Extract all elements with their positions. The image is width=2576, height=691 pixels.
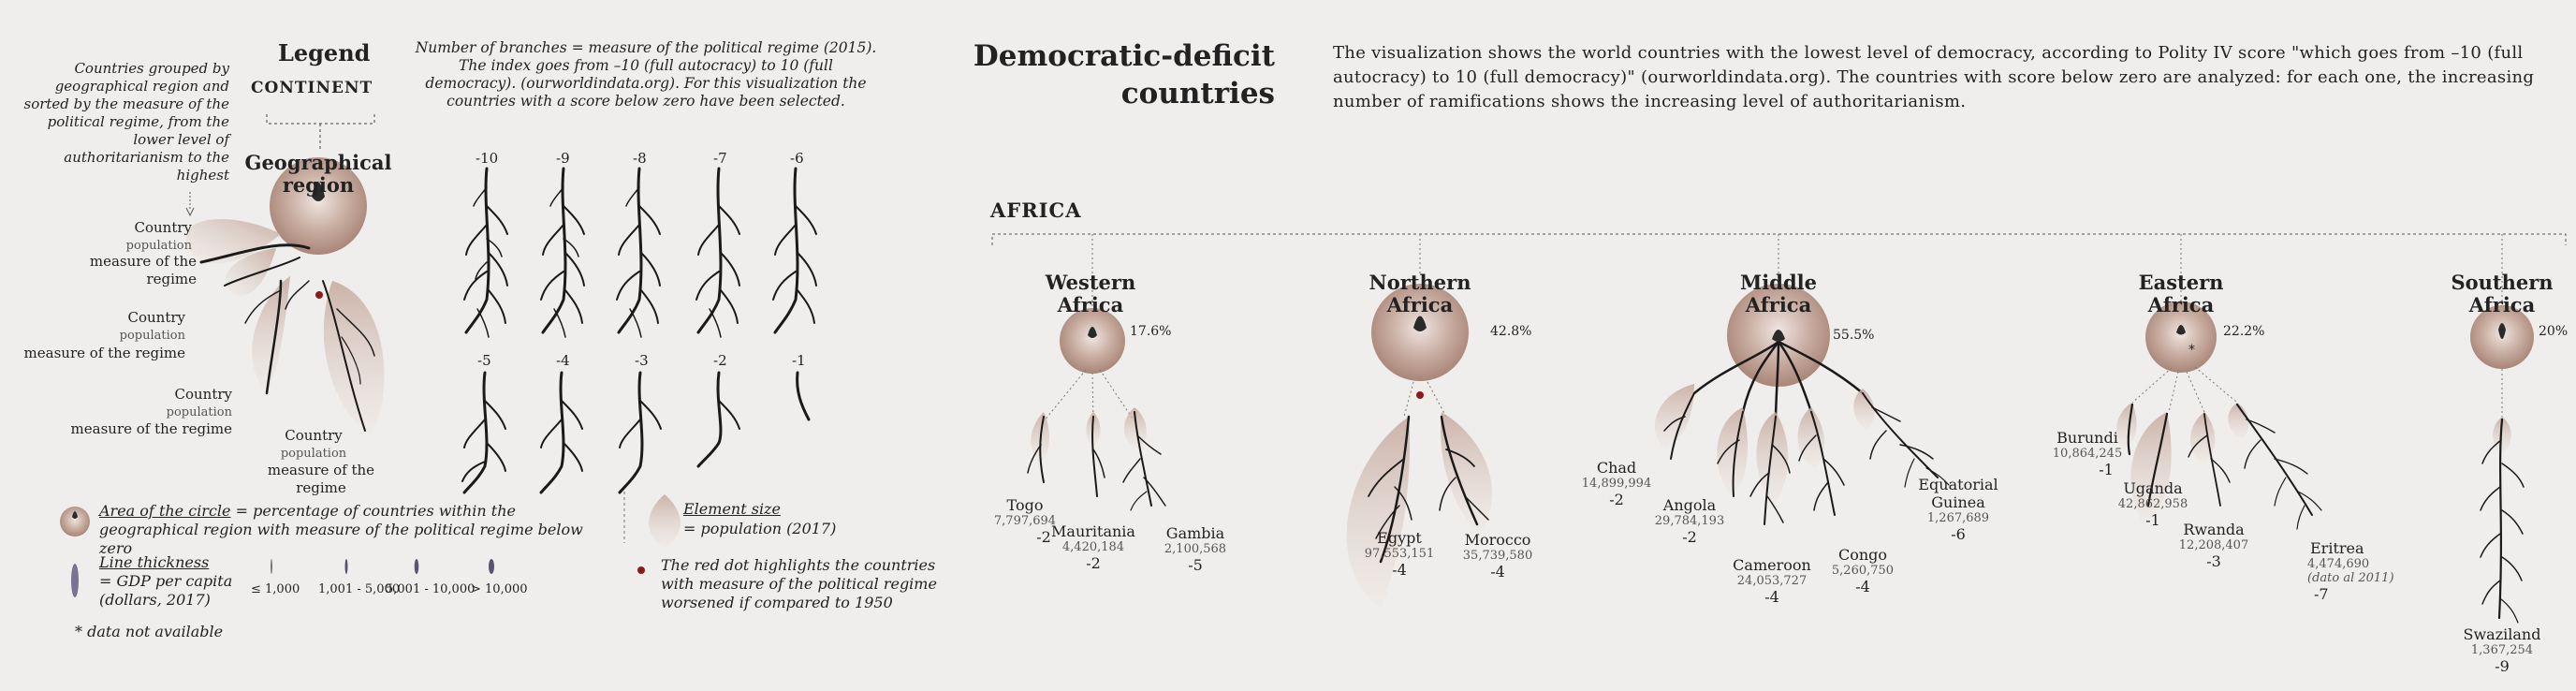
branch-value: -5 [477,352,491,369]
country-rwanda: Rwanda 12,208,407 -3 [2178,521,2249,570]
branch-value: -6 [790,150,804,167]
branch-value: -7 [713,150,727,167]
country-gambia: Gambia 2,100,568 -5 [1164,524,1227,574]
svg-text:*: * [2188,343,2195,358]
legend-grouping-note: Countries grouped by geographical region… [23,60,230,184]
region-southern-africa [2470,234,2534,624]
gdp-bin-label: ≤ 1,000 [251,582,300,596]
legend-continent-bracket [266,114,375,125]
region-title-southern: Southern Africa [2451,271,2554,316]
region-pct-middle: 55.5% [1833,328,1875,343]
gdp-bin-label: 5,001 - 10,000 [386,582,476,596]
country-swaziland: Swaziland 1,367,254 -9 [2463,625,2541,675]
legend-measure-1: measure of the regime [89,253,197,287]
legend-continent-label: CONTINENT [251,79,373,97]
country-cameroon: Cameroon 24,053,727 -4 [1733,556,1811,606]
region-pct-eastern: 22.2% [2223,324,2265,339]
country-burundi: Burundi 10,864,245 -1 [2052,429,2123,478]
legend-na-note: * data not available [75,623,224,640]
legend-element-size-text: Element size = population (2017) [683,500,837,537]
legend-measure-4: measure of the regime [267,462,375,496]
legend-leaf-1 [185,218,281,264]
legend-country-1: Country population [125,219,192,253]
legend-region-circle [270,157,367,255]
branch-value: -10 [476,150,499,167]
region-pct-northern: 42.8% [1490,324,1532,339]
gdp-bin-label: 1,001 - 5,000 [318,582,401,596]
legend-measure-2: measure of the regime [23,345,185,361]
gdp-bin-icon-3 [414,559,419,574]
branch-value: -3 [635,352,649,369]
branch-value: -2 [713,352,727,369]
page-title: Democratic-deficit countries [973,39,1275,110]
legend-branch-samples [461,167,817,494]
country-egypt: Egypt 97,553,151 -4 [1364,529,1435,579]
country-togo: Togo 7,797,694 -2 [993,496,1057,546]
country-equatorial-guinea: Equatorial Guinea 1,267,689 -6 [1918,476,1998,543]
legend-title: Legend [278,39,371,66]
region-title-middle: Middle Africa [1740,271,1817,316]
region-pct-western: 17.6% [1130,324,1172,339]
legend-branches-note: Number of branches = measure of the poli… [415,39,877,110]
branch-value: -8 [633,150,647,167]
country-chad: Chad 14,899,994 -2 [1581,459,1652,508]
legend-line-thickness-text: Line thickness = GDP per capita (dollars… [99,553,233,609]
legend-leaf-3 [252,276,290,393]
branch-value: -4 [556,352,570,369]
legend-red-dot-text: The red dot highlights the countries wit… [661,556,937,611]
legend-red-dot [315,291,323,299]
region-middle-africa [1654,234,1950,525]
region-title-western: Western Africa [1045,271,1136,316]
legend-country-3: Country population [166,386,232,419]
legend-region-label: Geographical region [244,151,392,197]
legend-circle-area-text: Area of the circle = percentage of count… [99,502,583,557]
region-northern-africa [1346,234,1493,609]
legend-measure-3: measure of the regime [70,420,232,437]
country-morocco: Morocco 35,739,580 -4 [1462,531,1533,581]
country-angola: Angola 29,784,193 -2 [1654,496,1725,546]
legend-leaf-2 [225,248,276,296]
gdp-bin-icon-4 [489,559,494,574]
legend-element-size-icon [649,494,681,548]
country-eritrea: Eritrea 4,474,690 (dato al 2011) -7 [2307,539,2394,603]
continent-label: AFRICA [990,198,1082,222]
legend-country-4: Country population [280,427,347,461]
branch-value: -9 [556,150,570,167]
country-mauritania: Mauritania 4,420,184 -2 [1051,522,1135,572]
region-eastern-africa: * [2116,234,2322,530]
gdp-bin-icon-2 [344,559,348,574]
country-uganda: Uganda 42,862,958 -1 [2117,479,2188,529]
gdp-bin-icon-1 [271,559,272,574]
legend-country-2: Country population [119,309,185,343]
region-title-eastern: Eastern Africa [2138,271,2224,316]
region-pct-southern: 20% [2539,324,2569,339]
region-title-northern: Northern Africa [1368,271,1471,316]
branch-value: -1 [792,352,806,369]
country-congo: Congo 5,260,750 -4 [1831,546,1895,595]
line-thickness-icon [71,564,79,597]
legend-red-dot-key [637,566,645,574]
region-western-africa [1027,234,1166,511]
gdp-bin-label: > 10,000 [471,582,528,596]
page-description: The visualization shows the world countr… [1333,43,2535,111]
legend-circle-area-icon [60,507,90,537]
